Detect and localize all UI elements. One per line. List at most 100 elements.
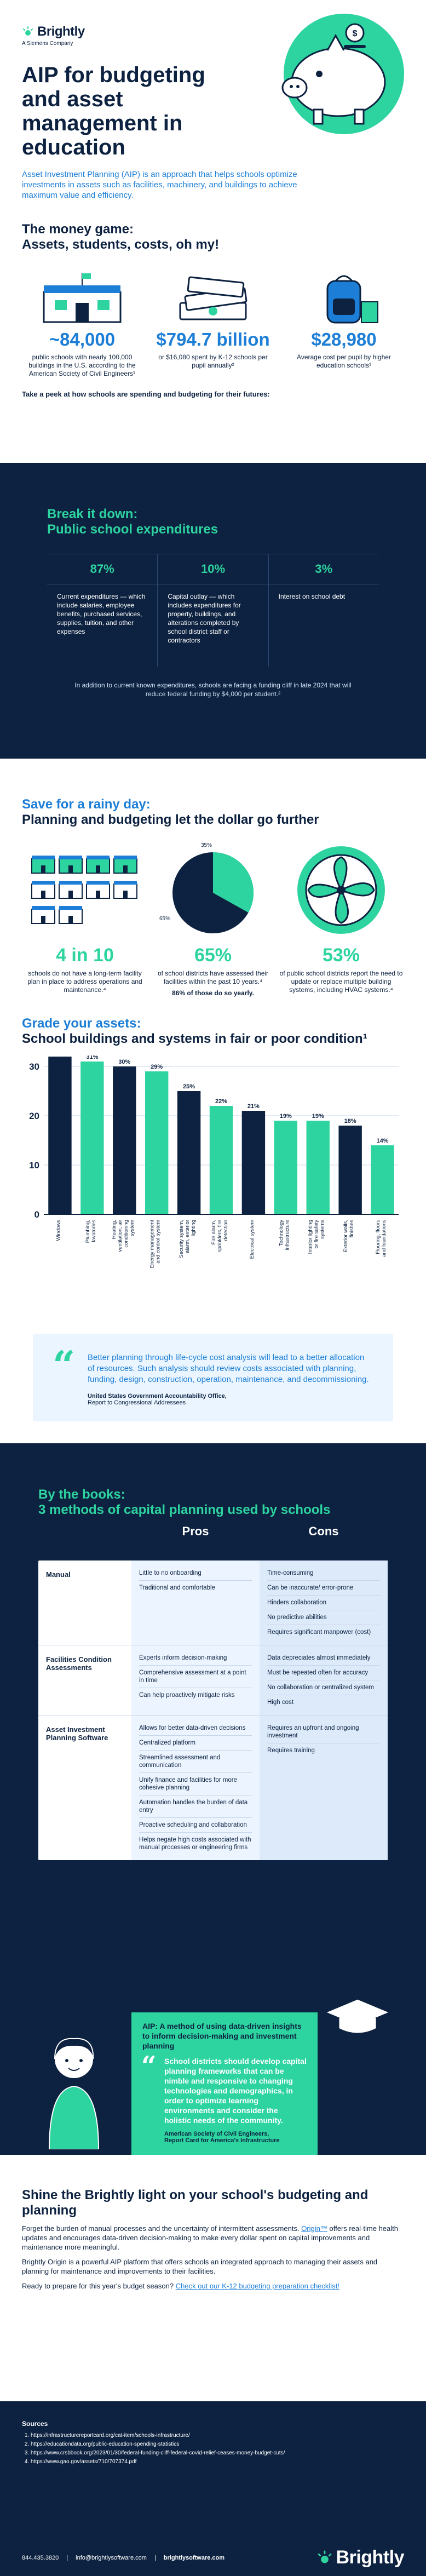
bar-value-label: 22% [215,1098,227,1105]
source-item[interactable]: https://www.crsbbook.org/2023/01/30/fede… [31,2449,404,2457]
category-label: Windows [55,1220,61,1241]
category-label: Fire alarm,sprinklers, firedetection [211,1220,229,1252]
rainy-day-section: Save for a rainy day: Planning and budge… [0,759,426,1005]
stat-assessed: 35% 65% 65% of school districts have ass… [150,835,276,997]
con-item: Requires training [267,1747,315,1754]
quote-source: American Society of Civil Engineers, [164,2131,269,2137]
divider: | [154,2554,156,2561]
method-name: Manual [46,1570,71,1579]
pro-item: Helps negate high costs associated with … [139,1837,251,1851]
cons-list: Time-consuming Can be inaccurate/ error-p… [260,1560,388,1645]
hvac-fan-icon [297,846,385,934]
expenditure-col-interest: 3% Interest on school debt [268,554,379,667]
money-section-title: The money game: Assets, students, costs,… [22,222,220,252]
source-item[interactable]: https://www.gao.gov/assets/710/707374.pd… [31,2458,404,2466]
category-label: Technologyinfrastructure [278,1220,290,1250]
sources-list: https://infrastructurereportcard.org/cat… [22,2432,404,2466]
y-tick-label: 10 [29,1160,39,1171]
stat-no-plan: 4 in 10 schools do not have a long-term … [22,835,148,997]
stat-value: $794.7 billion [156,329,270,349]
pros-list: Experts inform decision-making Comprehens… [131,1645,260,1715]
stat-extra: 86% of those do so yearly. [172,989,254,997]
school-icon [31,856,55,874]
stat-text: of public school districts report the ne… [279,969,403,994]
bar [177,1091,201,1214]
con-item: Requires an upfront and ongoing investme… [267,1721,380,1743]
bar [48,1057,72,1214]
con-item: Time-consuming [267,1566,380,1581]
bar [241,1111,266,1214]
stat-value: 53% [322,945,360,966]
bar-value-label: 18% [344,1118,356,1125]
school-icon [59,856,83,874]
stat-value: ~84,000 [49,329,116,349]
checklist-link[interactable]: Check out our K-12 budgeting preparation… [175,2282,339,2290]
method-name: Asset Investment Planning Software [46,1725,108,1742]
quote-text: “School districts should develop capital… [141,2051,307,2125]
cons-list: Requires an upfront and ongoing investme… [260,1716,388,1860]
method-name: Facilities Condition Assessments [46,1655,112,1672]
con-item: Data depreciates almost immediately [267,1651,380,1666]
cons-heading: Cons [308,1524,339,1538]
books-section: By the books: 3 methods of capital plann… [0,1443,426,2018]
expenditure-desc: Capital outlay — which includes expendit… [168,593,241,644]
funding-cliff-note: In addition to current known expenditure… [74,681,352,698]
category-label: Heating,ventilation, airconditioningsyst… [111,1220,135,1252]
con-item: Can be inaccurate/ error-prone [267,1581,380,1596]
pie-label-top: 35% [201,842,212,848]
website-link[interactable]: brightlysoftware.com [163,2554,225,2561]
footer-logo: Brightly [316,2547,405,2568]
quote-source-detail: Report to Congressional Addressees [88,1399,186,1406]
pro-item: Experts inform decision-making [139,1651,252,1666]
source-item[interactable]: https://educationdata.org/public-educati… [31,2441,404,2448]
pro-item: Comprehensive assessment at a point in t… [139,1666,252,1688]
bar [80,1062,104,1214]
bar [209,1106,233,1214]
expenditure-col-current: 87% Current expenditures — which include… [47,554,158,667]
quote-mark-icon: “ [141,2051,157,2081]
stat-text: public schools with nearly 100,000 build… [28,353,136,377]
sources-title: Sources [22,2420,48,2428]
grade-title: Grade your assets: School buildings and … [22,1016,367,1046]
graduation-cap-icon [323,1998,393,2035]
backpack-icon [326,275,378,324]
source-item[interactable]: https://infrastructurereportcard.org/cat… [31,2432,404,2440]
page-title: AIP for budgeting and asset management i… [22,63,205,159]
pros-list: Allows for better data-driven decisions C… [131,1716,260,1860]
peek-text: Take a peek at how schools are spending … [22,390,270,398]
email-link[interactable]: info@brightlysoftware.com [76,2554,147,2561]
phone-number[interactable]: 844.435.3820 [22,2554,59,2561]
quote-mark-icon: “ [53,1342,76,1389]
stat-schools: ~84,000 public schools with nearly 100,0… [22,265,142,378]
school-icon [86,881,110,899]
grade-section: Grade your assets: School buildings and … [0,1005,426,1312]
money-stats: ~84,000 public schools with nearly 100,0… [22,265,404,378]
stat-text: or $16,080 spent by K-12 schools per pup… [158,353,268,369]
quote-source-detail: Report Card for America's Infrastructure [164,2137,280,2144]
logo-wordmark: Brightly [37,24,85,39]
y-tick-label: 20 [29,1111,39,1121]
pro-item: Unify finance and facilities for more co… [139,1773,252,1795]
school-icon [59,881,83,899]
aip-definition: AIP: A method of using data-driven insig… [142,2022,302,2050]
bar [145,1071,169,1214]
breakdown-section: Break it down: Public school expenditure… [0,463,426,759]
school-icon [31,906,55,924]
stat-value: $28,980 [311,329,377,349]
condition-bar-chart: 010203032%Windows31%Plumbing,lavatories3… [29,1049,399,1269]
pro-item: Little to no onboarding [139,1566,252,1581]
origin-link[interactable]: Origin™ [301,2224,327,2233]
category-label: Energy managementand control system [149,1220,162,1269]
student-girl-illustration [48,2038,100,2149]
y-tick-label: 30 [29,1062,39,1072]
category-label: Electrical system [249,1220,255,1259]
expenditure-desc: Current expenditures — which include sal… [57,593,146,635]
con-item: No predictive abilities [267,1610,380,1625]
methods-table-row: Asset Investment Planning Software Allows… [38,1716,388,1860]
shine-paragraph-2: Brightly Origin is a powerful AIP platfo… [22,2258,378,2275]
expenditure-table: 87% Current expenditures — which include… [47,554,379,667]
y-tick-label: 0 [34,1209,39,1220]
bar [306,1121,330,1214]
piggy-bank-illustration: $ [281,14,404,134]
bar-value-label: 30% [118,1059,130,1065]
